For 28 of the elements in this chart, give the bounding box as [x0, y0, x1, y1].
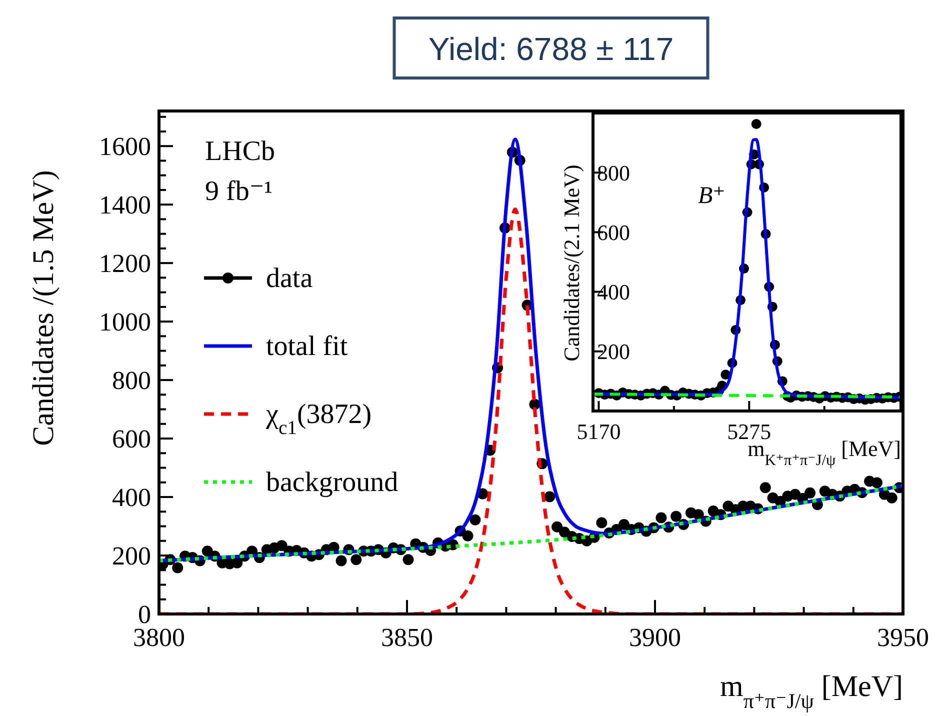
- y-tick-label: 200: [112, 542, 151, 571]
- y-tick-label: 1200: [99, 249, 151, 278]
- x-axis-title: m$_{π⁺π⁻J/ψ}$ [MeV]: [720, 670, 903, 713]
- x-tick-label: 5170: [576, 419, 621, 444]
- y-tick-label: 800: [597, 160, 630, 186]
- point: [751, 119, 762, 130]
- legend-label: background: [266, 467, 398, 498]
- chart-title: Yield: 6788 ± 117: [428, 31, 674, 67]
- x-tick-label: 3950: [877, 623, 929, 652]
- x-tick-label: 3850: [381, 623, 433, 652]
- legend-label: data: [266, 263, 314, 294]
- y-axis-title: Candidates/(2.1 MeV): [559, 164, 584, 362]
- y-tick-label: 1000: [99, 308, 151, 337]
- y-tick-label: 600: [112, 424, 151, 454]
- y-tick-label: 200: [597, 339, 630, 364]
- y-axis-title: Candidates /(1.5 MeV): [27, 170, 60, 446]
- annotation: LHCb: [205, 136, 275, 167]
- y-tick-label: 600: [597, 220, 630, 245]
- y-tick-label: 800: [112, 366, 151, 396]
- legend-label: χ$_{c1}$(3872): [265, 399, 372, 438]
- legend-label: total fit: [266, 331, 348, 362]
- annotation: 9 fb⁻¹: [205, 176, 272, 207]
- y-tick-label: 1600: [99, 132, 151, 162]
- y-tick-label: 400: [112, 483, 151, 512]
- annotation: B⁺: [698, 183, 726, 209]
- y-tick-label: 1400: [99, 190, 151, 220]
- y-tick-label: 400: [597, 280, 630, 304]
- x-tick-label: 3900: [629, 623, 681, 652]
